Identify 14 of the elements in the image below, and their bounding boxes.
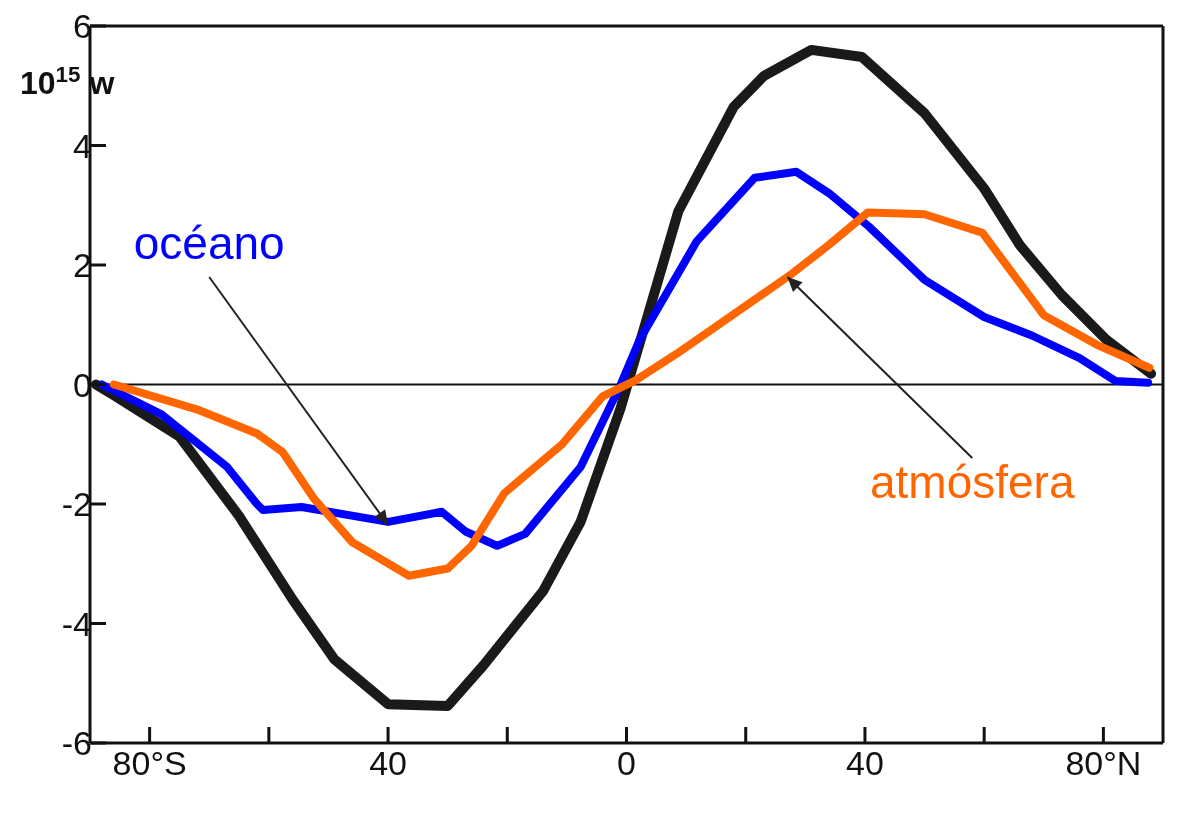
y-tick-label: -2 [61,485,92,524]
x-tick-label: 40 [846,744,884,783]
x-tick-label: 0 [617,744,636,783]
y-axis-title: 10$^{15}$ w [20,61,115,101]
y-tick-label: -6 [61,724,92,763]
text: océano [133,217,285,270]
x-tick-label: 80°S [112,744,187,783]
text: atmósfera [869,456,1075,509]
y-tick-label: 6 [73,7,92,46]
x-tick-label: 40 [369,744,407,783]
y-tick-label: 4 [73,126,92,165]
x-tick-label: 80°N [1065,744,1142,783]
y-tick-label: -4 [61,604,92,643]
y-tick-label: 2 [73,246,92,285]
